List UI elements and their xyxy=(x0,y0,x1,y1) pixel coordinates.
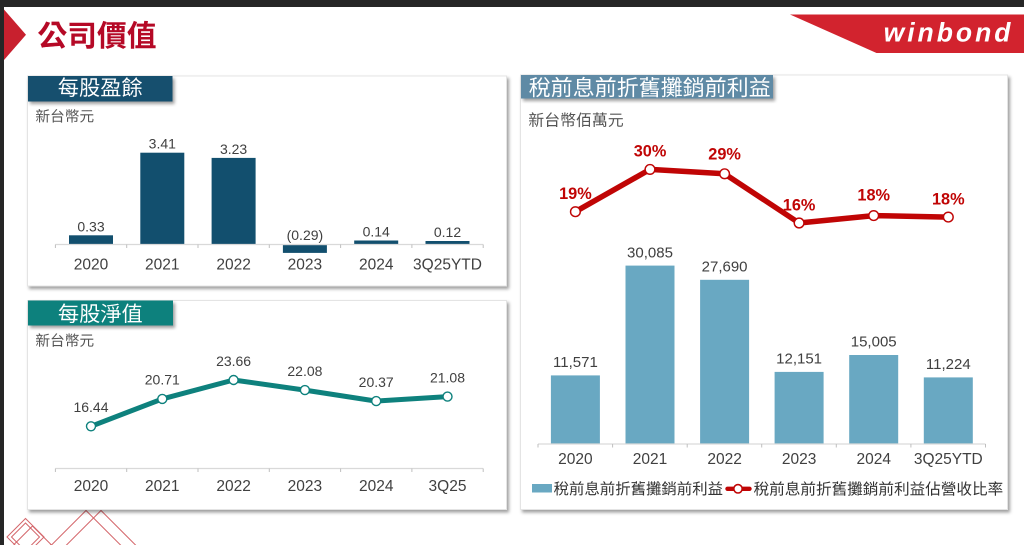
svg-text:16%: 16% xyxy=(783,197,816,215)
svg-text:27,690: 27,690 xyxy=(702,259,748,276)
svg-text:22.08: 22.08 xyxy=(287,363,322,379)
svg-text:2024: 2024 xyxy=(856,451,891,468)
svg-text:2021: 2021 xyxy=(145,478,179,495)
svg-text:2020: 2020 xyxy=(558,451,593,468)
svg-text:15,005: 15,005 xyxy=(851,334,897,351)
svg-text:0.33: 0.33 xyxy=(77,218,104,234)
svg-text:3.23: 3.23 xyxy=(220,141,247,157)
svg-text:30%: 30% xyxy=(634,143,667,161)
svg-text:2020: 2020 xyxy=(74,256,109,273)
svg-text:16.44: 16.44 xyxy=(73,399,108,415)
svg-text:2021: 2021 xyxy=(633,451,667,468)
svg-text:0.12: 0.12 xyxy=(434,224,461,240)
svg-text:2022: 2022 xyxy=(216,256,250,273)
svg-text:11,224: 11,224 xyxy=(926,356,971,373)
svg-text:19%: 19% xyxy=(559,185,592,203)
svg-text:0.14: 0.14 xyxy=(363,224,390,240)
svg-text:11,571: 11,571 xyxy=(553,354,598,371)
svg-text:3Q25: 3Q25 xyxy=(429,478,467,495)
svg-text:20.37: 20.37 xyxy=(359,374,394,390)
svg-text:23.66: 23.66 xyxy=(216,353,251,369)
svg-text:2024: 2024 xyxy=(359,256,394,273)
svg-text:2024: 2024 xyxy=(359,478,394,495)
svg-text:29%: 29% xyxy=(708,145,741,163)
svg-text:2022: 2022 xyxy=(216,478,250,495)
svg-text:2020: 2020 xyxy=(74,478,109,495)
svg-text:20.71: 20.71 xyxy=(145,372,180,388)
svg-text:18%: 18% xyxy=(857,186,890,204)
svg-text:2023: 2023 xyxy=(782,451,816,468)
svg-text:30,085: 30,085 xyxy=(627,244,673,261)
svg-text:winbond: winbond xyxy=(884,17,1014,47)
svg-text:2022: 2022 xyxy=(707,451,741,468)
svg-text:12,151: 12,151 xyxy=(776,351,822,368)
svg-text:2023: 2023 xyxy=(288,256,322,273)
svg-text:18%: 18% xyxy=(932,191,965,209)
svg-text:2021: 2021 xyxy=(145,256,179,273)
svg-text:(0.29): (0.29) xyxy=(287,227,324,243)
svg-text:21.08: 21.08 xyxy=(430,369,465,385)
svg-text:2023: 2023 xyxy=(288,478,322,495)
svg-text:3Q25YTD: 3Q25YTD xyxy=(914,451,983,468)
svg-text:3Q25YTD: 3Q25YTD xyxy=(413,256,482,273)
svg-text:3.41: 3.41 xyxy=(149,136,176,152)
